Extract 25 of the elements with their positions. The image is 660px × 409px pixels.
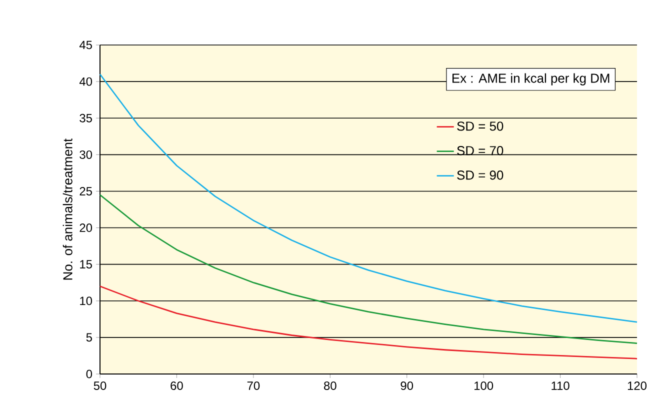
y-tick-label: 10: [80, 296, 92, 306]
x-tick-label: 60: [170, 382, 183, 390]
legend-label: SD = 90: [457, 170, 504, 180]
x-tick-label: 100: [474, 382, 494, 390]
y-tick-label: 0: [86, 370, 92, 378]
y-tick-label: 5: [86, 333, 92, 342]
x-tick-label: 80: [324, 382, 336, 390]
y-tick-label: 20: [80, 224, 92, 232]
y-tick-label: 35: [80, 114, 92, 122]
annotation: Ex : AME in kcal per kg DM: [452, 73, 610, 86]
y-tick-label: 30: [80, 150, 92, 159]
x-tick-label: 70: [247, 382, 260, 390]
x-tick-label: 50: [94, 382, 106, 390]
line-series: [99, 194, 638, 344]
line-series: [99, 74, 638, 323]
y-tick-label: 40: [79, 77, 92, 86]
y-tick-label: 25: [80, 186, 92, 196]
line-series: [99, 286, 638, 360]
x-tick-label: 120: [628, 382, 647, 390]
y-tick-label: 15: [80, 260, 92, 268]
y-axis-title: No. of animals/treatment: [62, 138, 72, 280]
x-tick-label: 110: [552, 382, 570, 390]
y-tick-label: 45: [79, 40, 92, 50]
legend-label: SD = 50: [457, 122, 504, 131]
x-tick-label: 90: [400, 382, 414, 390]
